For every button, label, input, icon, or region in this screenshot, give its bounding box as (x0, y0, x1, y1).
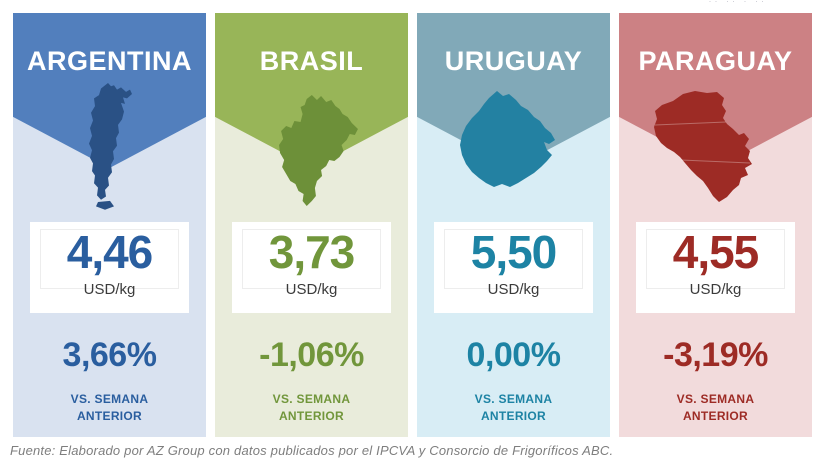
argentina-title: ARGENTINA (27, 46, 192, 76)
source-caption: Fuente: Elaborado por AZ Group con datos… (10, 443, 614, 458)
paraguay-price-value: 4,55 (672, 226, 760, 278)
brasil-price-card: 3,73 USD/kg (232, 222, 391, 313)
country-column-argentina: ARGENTINA 4,46 USD/kg 3,66% VS. SEMANA A… (13, 13, 206, 437)
brasil-change-caption: VS. SEMANA ANTERIOR (215, 391, 408, 426)
uruguay-map-icon (455, 88, 562, 197)
country-column-paraguay: PARAGUAY 4,55 USD/kg -3,19% VS. SEMANA A… (619, 13, 812, 437)
price-frame (242, 229, 381, 289)
country-column-uruguay: URUGUAY 5,50 USD/kg 0,00% VS. SEMANA ANT… (417, 13, 610, 437)
vs-semana-label: VS. SEMANA (272, 392, 351, 406)
price-frame (40, 229, 179, 289)
paraguay-price-card: 4,55 USD/kg (636, 222, 795, 313)
brasil-price-value: 3,73 (268, 226, 356, 278)
brasil-change-value: -1,06% (259, 336, 364, 374)
argentina-change-caption: VS. SEMANA ANTERIOR (13, 391, 206, 426)
argentina-map-icon (80, 83, 137, 213)
paraguay-change-caption: VS. SEMANA ANTERIOR (619, 391, 812, 426)
unit-label: USD/kg (487, 281, 540, 299)
cropped-text-fragment: ·· ·· · ·· (709, 0, 767, 4)
price-frame (646, 229, 785, 289)
anterior-label: ANTERIOR (278, 409, 345, 424)
uruguay-title: URUGUAY (444, 46, 583, 76)
uruguay-price-card: 5,50 USD/kg (434, 222, 593, 313)
brasil-map-icon (278, 93, 360, 211)
country-column-brasil: BRASIL 3,73 USD/kg -1,06% VS. SEMANA ANT… (215, 13, 408, 437)
paraguay-map-icon (653, 91, 758, 203)
argentina-change-value: 3,66% (62, 336, 157, 374)
uruguay-change-caption: VS. SEMANA ANTERIOR (417, 391, 610, 426)
vs-semana-label: VS. SEMANA (70, 392, 149, 406)
price-frame (444, 229, 583, 289)
uruguay-change-value: 0,00% (466, 336, 561, 374)
unit-label: USD/kg (689, 281, 742, 299)
vs-semana-label: VS. SEMANA (474, 392, 553, 406)
anterior-label: ANTERIOR (480, 409, 547, 424)
brasil-title: BRASIL (259, 46, 364, 76)
anterior-label: ANTERIOR (682, 409, 749, 424)
unit-label: USD/kg (285, 281, 338, 299)
uruguay-price-value: 5,50 (470, 226, 558, 278)
argentina-price-value: 4,46 (66, 226, 154, 278)
argentina-price-card: 4,46 USD/kg (30, 222, 189, 313)
anterior-label: ANTERIOR (76, 409, 143, 424)
paraguay-title: PARAGUAY (638, 46, 793, 76)
paraguay-change-value: -3,19% (663, 336, 768, 374)
unit-label: USD/kg (83, 281, 136, 299)
vs-semana-label: VS. SEMANA (676, 392, 755, 406)
